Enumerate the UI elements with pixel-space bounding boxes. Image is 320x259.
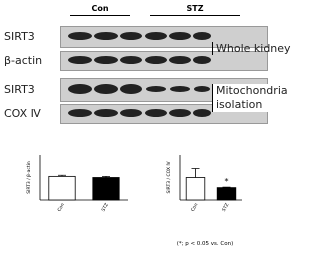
row-label: β-actin bbox=[4, 54, 43, 67]
x-tick-label: Con bbox=[56, 202, 66, 213]
x-tick-label: STZ bbox=[100, 202, 110, 213]
error-bar bbox=[102, 175, 110, 178]
bar bbox=[48, 175, 76, 201]
section-label: Whole kidney bbox=[212, 42, 291, 55]
annotation: * bbox=[225, 177, 229, 186]
group-label: STZ bbox=[150, 4, 240, 16]
group-label: Con bbox=[70, 4, 130, 16]
figure: {"blot":{"groups":["Con","STZ"],"rows":[… bbox=[4, 4, 291, 247]
charts: SIRT3 / β-actin Con STZ SIRT3 / COX Ⅳ Con STZ… bbox=[26, 32, 242, 247]
bar bbox=[216, 187, 237, 201]
row-label: SIRT3 bbox=[4, 83, 35, 96]
footnote: (*; p < 0.05 vs. Con) bbox=[177, 241, 234, 247]
section-label: Mitochondria isolation bbox=[212, 84, 288, 112]
row-label: COX Ⅳ bbox=[4, 107, 41, 120]
row-label: SIRT3 bbox=[4, 30, 35, 43]
x-tick-label: STZ bbox=[221, 202, 231, 213]
error-bar bbox=[191, 168, 200, 178]
bar bbox=[185, 177, 206, 201]
error-bar bbox=[58, 174, 66, 177]
bar bbox=[92, 177, 120, 201]
y-axis-label: SIRT3 / COX Ⅳ bbox=[166, 161, 172, 194]
y-axis-label: SIRT3 / β-actin bbox=[26, 161, 32, 194]
x-tick-label: Con bbox=[190, 202, 200, 213]
bands bbox=[68, 32, 211, 117]
